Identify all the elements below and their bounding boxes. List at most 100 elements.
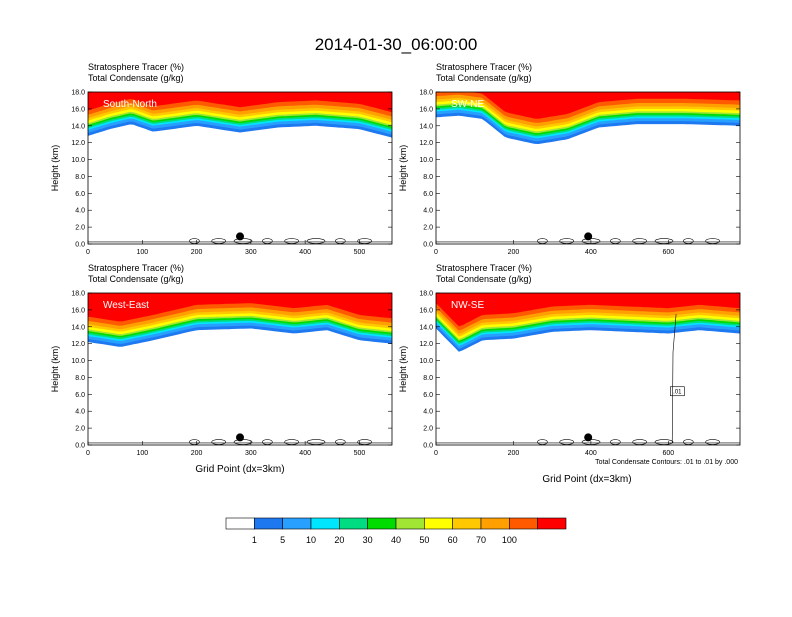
- tracer-band-10: [88, 293, 392, 322]
- x-axis-label-right: Grid Point (dx=3km): [542, 474, 631, 485]
- colorbar-label: 60: [448, 535, 458, 545]
- y-tick-label: 12.0: [419, 140, 433, 147]
- panel-label: NW-SE: [451, 300, 484, 311]
- x-tick-label: 0: [86, 450, 90, 457]
- x-tick-label: 100: [136, 450, 148, 457]
- contour-blob: [683, 439, 694, 445]
- panel-title-tracer: Stratosphere Tracer (%): [88, 62, 184, 72]
- colorbar-label: 1: [252, 535, 257, 545]
- panel-nw-se: NW-SE Stratosphere Tracer (%)Total Conden…: [398, 263, 741, 457]
- y-tick-label: 0.0: [423, 242, 433, 249]
- y-axis-label: Height (km): [398, 346, 408, 393]
- panel-label: SW-NE: [451, 99, 484, 110]
- y-axis-label: Height (km): [50, 145, 60, 192]
- x-tick-label: 600: [663, 249, 675, 256]
- panel-west-east: West-East Stratosphere Tracer (%)Total Co…: [50, 263, 393, 457]
- x-tick-label: 300: [245, 450, 257, 457]
- colorbar-label: 40: [391, 535, 401, 545]
- contour-blob: [284, 238, 299, 244]
- colorbar-label: 5: [280, 535, 285, 545]
- contour-blob: [335, 439, 346, 445]
- colorbar-label: 70: [476, 535, 486, 545]
- contour-blob: [189, 439, 200, 445]
- y-tick-label: 2.0: [423, 426, 433, 433]
- colorbar-label: 50: [419, 535, 429, 545]
- contour-blob: [705, 439, 720, 445]
- y-tick-label: 4.0: [423, 409, 433, 416]
- condensate-contours: [436, 439, 740, 445]
- contour-blob: [335, 238, 346, 244]
- y-tick-label: 12.0: [71, 341, 85, 348]
- colorbar-swatch: [339, 517, 368, 530]
- colorbar-swatch: [424, 517, 453, 530]
- contour-label: .01: [673, 390, 682, 396]
- y-tick-label: 4.0: [423, 208, 433, 215]
- location-marker: [584, 232, 593, 241]
- y-tick-label: 4.0: [75, 409, 85, 416]
- contour-blob: [306, 238, 326, 244]
- x-tick-label: 100: [136, 249, 148, 256]
- y-tick-label: 14.0: [71, 123, 85, 130]
- x-tick-label: 200: [508, 450, 520, 457]
- contour-blob: [683, 238, 694, 244]
- y-tick-label: 12.0: [71, 140, 85, 147]
- x-tick-label: 500: [354, 450, 366, 457]
- colorbar: 1 5 10 20 30 40 50 60 70 100: [225, 517, 567, 545]
- y-tick-label: 8.0: [75, 174, 85, 181]
- y-tick-label: 8.0: [423, 174, 433, 181]
- plot-frame: [87, 91, 393, 245]
- tracer-field: [436, 92, 740, 144]
- panel-title-tracer: Stratosphere Tracer (%): [436, 62, 532, 72]
- y-tick-label: 10.0: [419, 157, 433, 164]
- y-tick-label: 18.0: [71, 291, 85, 298]
- y-tick-label: 0.0: [75, 242, 85, 249]
- y-tick-label: 4.0: [75, 208, 85, 215]
- contour-blob: [211, 439, 227, 445]
- panel-title-condensate: Total Condensate (g/kg): [436, 274, 532, 284]
- colorbar-swatch: [282, 517, 312, 530]
- tracer-field: [88, 92, 392, 138]
- colorbar-swatch: [452, 517, 482, 530]
- plot-frame: [435, 91, 741, 245]
- x-axis-label-left: Grid Point (dx=3km): [195, 464, 284, 475]
- contour-blob: [610, 439, 621, 445]
- contour-blob: [262, 439, 273, 445]
- panel-label: South-North: [103, 99, 157, 110]
- x-tick-label: 400: [299, 450, 311, 457]
- y-tick-label: 12.0: [419, 341, 433, 348]
- y-tick-label: 2.0: [75, 426, 85, 433]
- y-tick-label: 18.0: [419, 90, 433, 97]
- x-tick-label: 600: [663, 450, 675, 457]
- panel-title-condensate: Total Condensate (g/kg): [88, 73, 184, 83]
- colorbar-swatch: [225, 517, 255, 530]
- contour-blob: [189, 238, 200, 244]
- y-tick-label: 8.0: [423, 375, 433, 382]
- x-tick-label: 300: [245, 249, 257, 256]
- colorbar-swatch: [537, 517, 567, 530]
- y-tick-label: 2.0: [75, 225, 85, 232]
- y-tick-label: 14.0: [71, 324, 85, 331]
- location-marker: [584, 433, 593, 442]
- panel-label: West-East: [103, 300, 149, 311]
- y-tick-label: 0.0: [423, 443, 433, 450]
- colorbar-swatch: [395, 517, 425, 530]
- y-tick-label: 10.0: [419, 358, 433, 365]
- panel-title-tracer: Stratosphere Tracer (%): [88, 263, 184, 273]
- y-axis-label: Height (km): [50, 346, 60, 393]
- y-tick-label: 18.0: [71, 90, 85, 97]
- x-tick-label: 0: [434, 450, 438, 457]
- y-tick-label: 14.0: [419, 123, 433, 130]
- y-axis-label: Height (km): [398, 145, 408, 192]
- colorbar-swatch: [367, 517, 397, 530]
- colorbar-label: 30: [363, 535, 373, 545]
- y-tick-label: 18.0: [419, 291, 433, 298]
- tracer-band-10: [436, 92, 740, 119]
- y-tick-label: 6.0: [423, 392, 433, 399]
- contour-blob: [705, 238, 720, 244]
- contour-blob: [632, 439, 647, 445]
- y-tick-label: 6.0: [75, 191, 85, 198]
- y-tick-label: 8.0: [75, 375, 85, 382]
- y-tick-label: 16.0: [419, 106, 433, 113]
